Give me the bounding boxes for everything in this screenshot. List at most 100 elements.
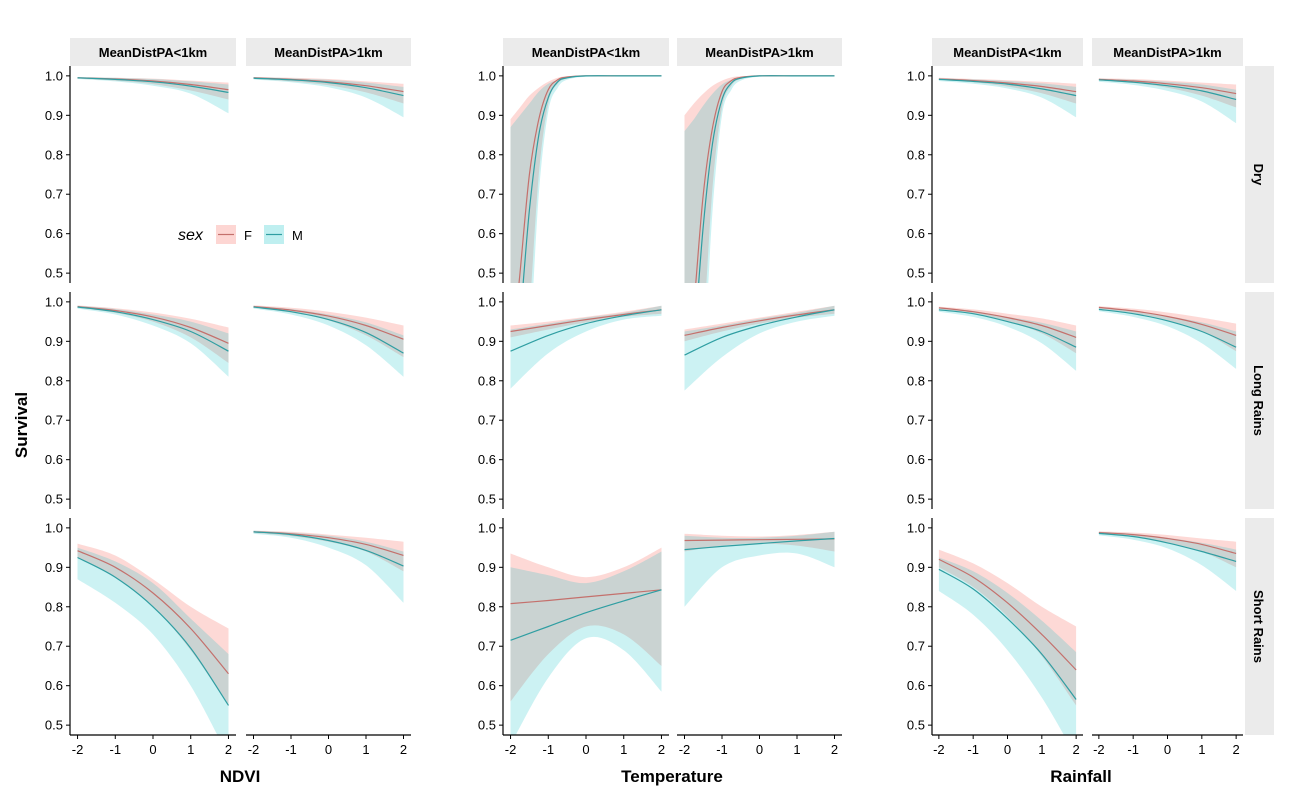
x-tick-label: 2 xyxy=(225,742,232,757)
line-f xyxy=(1098,306,1237,336)
line-f xyxy=(77,550,229,675)
panel-temperature-0-0 xyxy=(510,75,662,283)
panel-temperature-0-2 xyxy=(510,547,662,735)
x-tick-label: -1 xyxy=(285,742,297,757)
line-m xyxy=(253,77,404,97)
y-tick-label: 0.5 xyxy=(45,718,63,733)
x-tick-label: -2 xyxy=(1093,742,1105,757)
y-tick-label: 0.7 xyxy=(907,187,925,202)
line-m xyxy=(938,78,1077,97)
y-tick-label: 1.0 xyxy=(478,294,496,309)
panel-temperature-1-2 xyxy=(684,531,835,607)
panel-ndvi-1-0 xyxy=(253,77,404,118)
line-f xyxy=(938,307,1077,338)
facet-col-label: MeanDistPA<1km xyxy=(953,45,1062,60)
y-tick-label: 0.7 xyxy=(45,413,63,428)
line-m xyxy=(510,589,662,641)
x-tick-label: -1 xyxy=(967,742,979,757)
facet-col-label: MeanDistPA>1km xyxy=(705,45,814,60)
panel-temperature-1-1 xyxy=(684,305,835,391)
x-tick-label: 0 xyxy=(756,742,763,757)
y-tick-label: 0.7 xyxy=(478,639,496,654)
y-tick-label: 0.8 xyxy=(907,147,925,162)
y-tick-label: 0.5 xyxy=(45,492,63,507)
y-tick-label: 1.0 xyxy=(45,294,63,309)
y-tick-label: 1.0 xyxy=(478,520,496,535)
line-m xyxy=(77,306,229,352)
y-tick-label: 0.8 xyxy=(907,599,925,614)
facet-row-label: Dry xyxy=(1251,164,1266,186)
axes: 0.5 0.6 0.7 0.8 0.9 1.0 0.5 0.6 0.7 0.8 0.9 1.0 0.5 0… xyxy=(45,66,1243,786)
ribbon-f xyxy=(684,531,835,552)
y-tick-label: 0.9 xyxy=(478,108,496,123)
ribbon-f xyxy=(77,305,229,363)
ribbon-f xyxy=(77,543,229,706)
y-tick-label: 0.9 xyxy=(45,560,63,575)
ribbon-m xyxy=(77,547,229,735)
panel-rainfall-1-1 xyxy=(1098,306,1237,369)
facet-strip-right xyxy=(1245,518,1274,735)
ribbon-m xyxy=(510,305,662,389)
facet-strip-right xyxy=(1245,66,1274,283)
y-tick-label: 0.9 xyxy=(907,108,925,123)
y-tick-label: 0.5 xyxy=(907,266,925,281)
ribbon-m xyxy=(253,77,404,118)
y-tick-label: 1.0 xyxy=(45,68,63,83)
line-m xyxy=(684,537,835,551)
line-m xyxy=(1098,79,1237,101)
facet-col-label: MeanDistPA<1km xyxy=(532,45,641,60)
panel-ndvi-0-0 xyxy=(77,77,229,114)
y-tick-label: 0.7 xyxy=(45,187,63,202)
ribbon-f xyxy=(1098,531,1237,568)
panel-rainfall-0-1 xyxy=(938,306,1077,371)
y-tick-label: 0.9 xyxy=(907,334,925,349)
ribbon-f xyxy=(510,305,662,338)
ribbon-f xyxy=(938,549,1077,706)
facet-strip-top xyxy=(246,38,411,66)
y-tick-label: 0.8 xyxy=(478,599,496,614)
facet-strip-top xyxy=(1092,38,1243,66)
line-f xyxy=(77,306,229,344)
line-f xyxy=(684,538,835,542)
x-tick-label: 1 xyxy=(620,742,627,757)
line-m xyxy=(938,568,1077,700)
x-tick-label: 0 xyxy=(582,742,589,757)
ribbon-f xyxy=(77,77,229,100)
y-tick-label: 0.5 xyxy=(907,492,925,507)
line-m xyxy=(1098,532,1237,562)
x-tick-label: 1 xyxy=(1038,742,1045,757)
line-m xyxy=(510,309,662,352)
y-tick-label: 0.5 xyxy=(478,266,496,281)
y-tick-label: 1.0 xyxy=(478,68,496,83)
x-tick-label: 2 xyxy=(831,742,838,757)
panel-temperature-1-0 xyxy=(684,75,835,283)
y-tick-label: 0.6 xyxy=(45,452,63,467)
x-tick-label: 2 xyxy=(1233,742,1240,757)
x-tick-label: 0 xyxy=(1004,742,1011,757)
line-m xyxy=(938,309,1077,348)
facet-col-label: MeanDistPA>1km xyxy=(1113,45,1222,60)
x-tick-label: -1 xyxy=(716,742,728,757)
line-f xyxy=(510,589,662,605)
y-axis-title: Survival xyxy=(12,392,31,458)
ribbon-f xyxy=(510,75,662,283)
x-tick-label: -1 xyxy=(1127,742,1139,757)
facet-row-label: Short Rains xyxy=(1251,590,1266,663)
x-tick-label: 1 xyxy=(187,742,194,757)
ribbon-f xyxy=(253,305,404,358)
ribbon-f xyxy=(1098,78,1237,108)
panel-ndvi-0-2 xyxy=(77,543,230,735)
x-axis-title: Rainfall xyxy=(1050,767,1111,786)
y-tick-label: 0.9 xyxy=(45,334,63,349)
y-tick-label: 0.9 xyxy=(478,334,496,349)
ribbon-m xyxy=(684,75,835,283)
line-f xyxy=(253,306,404,340)
facet-strip-top xyxy=(932,38,1083,66)
x-tick-label: 0 xyxy=(325,742,332,757)
panel-rainfall-0-0 xyxy=(938,77,1077,118)
ribbon-m xyxy=(938,78,1077,118)
ribbon-f xyxy=(253,530,404,572)
facet-strip-right xyxy=(1245,292,1274,509)
x-tick-label: -1 xyxy=(542,742,554,757)
